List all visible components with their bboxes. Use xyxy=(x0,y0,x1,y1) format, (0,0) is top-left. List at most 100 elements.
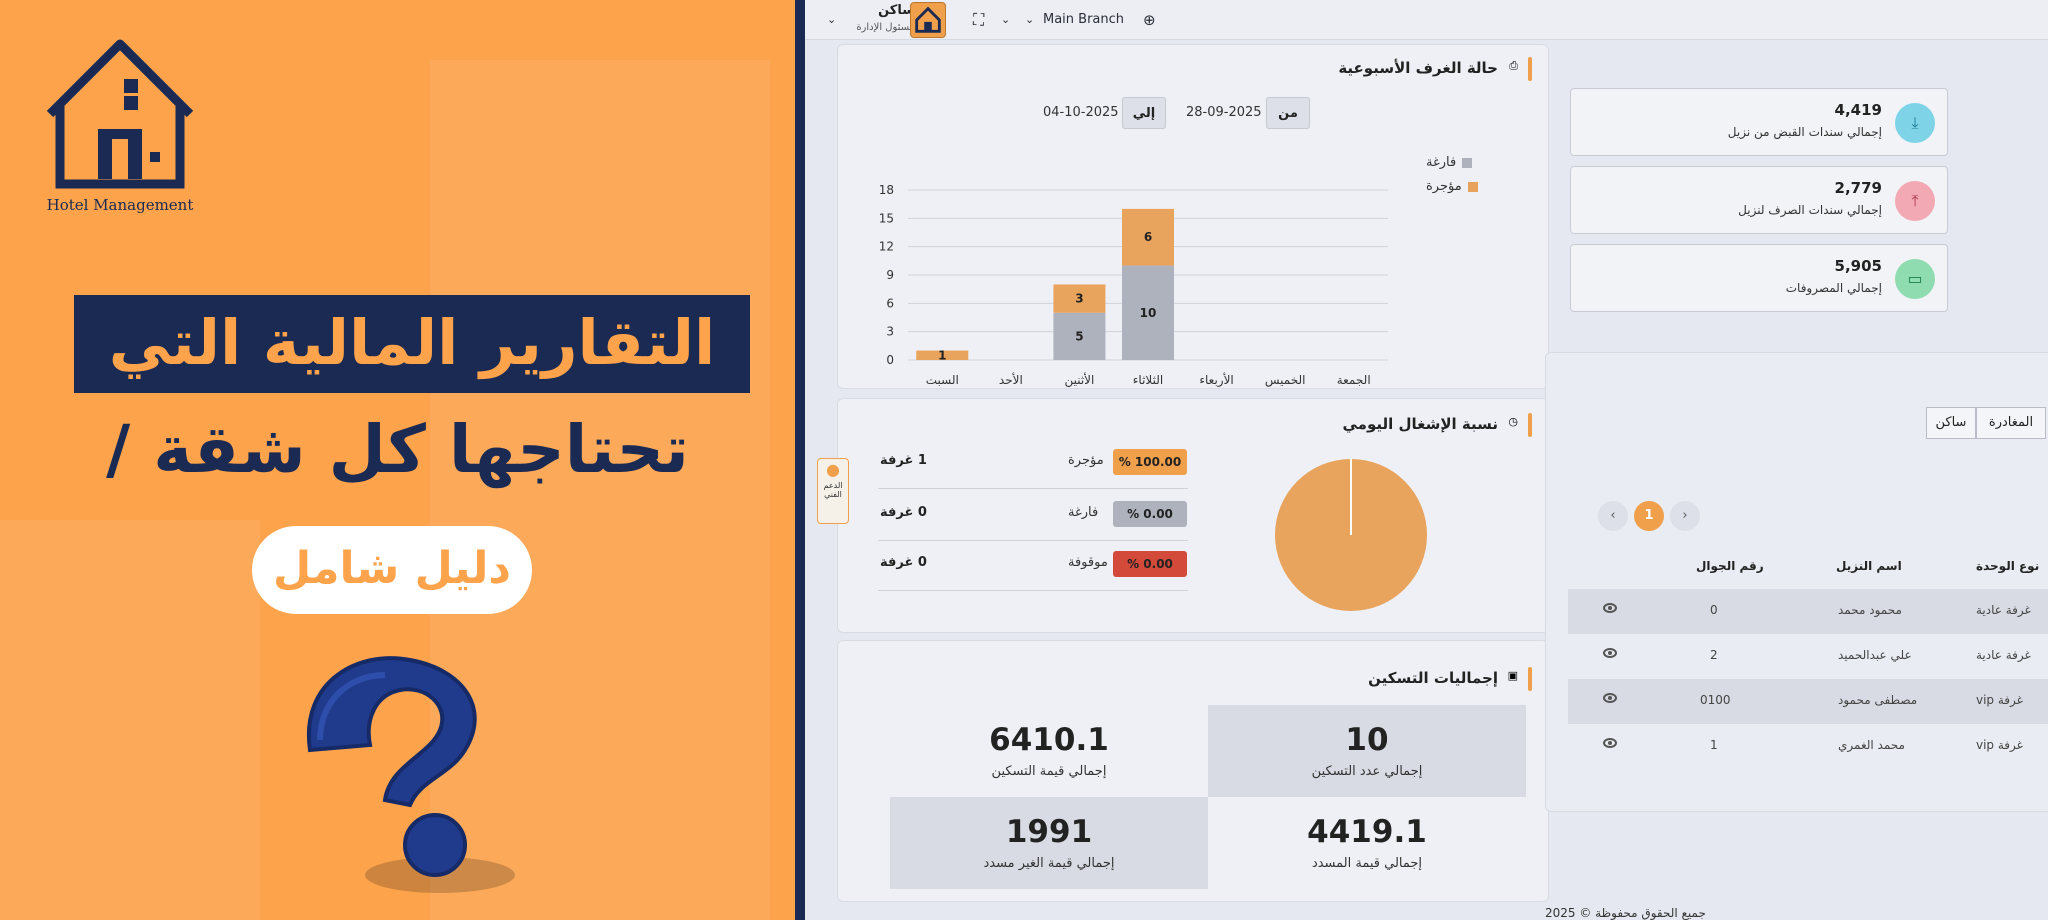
table-row[interactable]: غرفة vip مصطفى محمود 0100 xyxy=(1568,679,2048,724)
cell-phone: 1 xyxy=(1710,738,1718,752)
cell-guest: محمود محمد xyxy=(1838,603,1902,617)
y-tick-label: 0 xyxy=(886,353,894,367)
bar-rented xyxy=(916,350,969,360)
table-row[interactable]: غرفة عادية علي عبدالحميد 2 xyxy=(1568,634,2048,679)
occupancy-row: 0 غرفة فارغة % 0.00 xyxy=(878,491,1188,541)
table-row[interactable]: غرفة عادية محمود محمد 0 xyxy=(1568,589,2048,634)
promo-title-line1: التقارير المالية التي xyxy=(108,306,716,379)
page-current[interactable]: 1 xyxy=(1634,501,1664,531)
panel-divider xyxy=(795,0,805,920)
bar-vacant xyxy=(1122,265,1174,360)
print-icon[interactable]: ⎙ xyxy=(1509,59,1518,72)
top-bar: ⌄ ساكن مسئول الإدارة ⛶ ⌄ ⌄ Main Branch ⊕ xyxy=(805,0,2048,40)
prev-page-button[interactable]: ‹ xyxy=(1598,501,1628,531)
cell-phone: 0100 xyxy=(1700,693,1731,707)
weekly-rooms-title: حالة الغرف الأسبوعية xyxy=(1338,59,1498,77)
total-label: إجمالي قيمة التسكين xyxy=(991,764,1107,779)
from-date-value[interactable]: 28-09-2025 xyxy=(1186,105,1262,120)
support-label: الدعم الفني xyxy=(823,481,843,499)
x-tick-label: السبت xyxy=(926,373,959,387)
occupancy-row: 1 غرفة مؤجرة % 100.00 xyxy=(878,439,1188,489)
upload-icon: ⤒ xyxy=(1895,181,1935,221)
y-tick-label: 6 xyxy=(886,296,894,310)
from-date-button[interactable]: من xyxy=(1266,97,1310,129)
title-accent xyxy=(1528,57,1532,81)
total-cell: 6410.1 إجمالي قيمة التسكين xyxy=(890,705,1208,797)
user-role: مسئول الإدارة xyxy=(856,22,915,33)
daily-occupancy-card: نسبة الإشغال اليومي ◷ 1 غرفة مؤجرة % 100… xyxy=(837,398,1549,633)
occupancy-row: 0 غرفة موقوفة % 0.00 xyxy=(878,541,1188,591)
y-tick-label: 9 xyxy=(886,268,894,282)
cell-phone: 2 xyxy=(1710,648,1718,662)
eye-icon[interactable] xyxy=(1603,648,1617,658)
eye-icon[interactable] xyxy=(1603,738,1617,748)
to-date-button[interactable]: إلي xyxy=(1122,97,1166,129)
stat-receipts: 4,419 إجمالي سندات القبض من نزيل ⤓ xyxy=(1570,88,1948,156)
user-name: ساكن xyxy=(878,3,915,18)
table-row[interactable]: غرفة vip محمد الغمري 1 xyxy=(1568,724,2048,769)
col-guest-name: اسم النزيل xyxy=(1836,559,1902,573)
bar-label-rented: 3 xyxy=(1075,292,1083,306)
cell-phone: 0 xyxy=(1710,603,1718,617)
col-unit-type: نوع الوحدة xyxy=(1976,559,2040,573)
housing-totals-card: إجماليات التسكين ▣ 10 إجمالي عدد التسكين… xyxy=(837,640,1549,902)
bar-label-vacant: 10 xyxy=(1140,306,1157,320)
x-tick-label: الأربعاء xyxy=(1199,372,1233,388)
stat-expenses: 5,905 إجمالي المصروفات ▭ xyxy=(1570,244,1948,312)
tab-departure[interactable]: المغادرة xyxy=(1976,407,2046,439)
chevron-down-icon[interactable]: ⌄ xyxy=(1025,13,1035,26)
occupancy-percent-badge: % 100.00 xyxy=(1113,449,1187,475)
col-phone: رقم الجوال xyxy=(1696,559,1764,573)
bar-vacant xyxy=(1053,312,1106,360)
bar-label-rented: 6 xyxy=(1144,230,1152,244)
clock-icon: ◷ xyxy=(1508,415,1518,428)
occupancy-percent-badge: % 0.00 xyxy=(1113,501,1187,527)
to-date-value[interactable]: 04-10-2025 xyxy=(1043,105,1119,120)
title-accent xyxy=(1528,413,1532,437)
x-tick-label: الجمعة xyxy=(1337,373,1371,387)
bar-label-rented: 1 xyxy=(938,348,946,362)
totals-title: إجماليات التسكين xyxy=(1368,669,1498,687)
eye-icon[interactable] xyxy=(1603,693,1617,703)
download-icon: ⤓ xyxy=(1895,103,1935,143)
chevron-down-icon[interactable]: ⌄ xyxy=(1001,13,1011,26)
background-building xyxy=(0,520,260,920)
occupancy-label: موقوفة xyxy=(1068,555,1108,570)
bar-rented xyxy=(1053,284,1106,313)
user-avatar[interactable] xyxy=(910,2,946,38)
total-label: إجمالي عدد التسكين xyxy=(1311,764,1423,779)
next-page-button[interactable]: › xyxy=(1670,501,1700,531)
stat-value: 4,419 xyxy=(1834,101,1882,119)
total-label: إجمالي قيمة المسدد xyxy=(1311,856,1423,871)
y-tick-label: 3 xyxy=(886,325,894,339)
x-tick-label: الأثنين xyxy=(1064,372,1094,388)
total-label: إجمالي قيمة الغير مسدد xyxy=(983,856,1115,871)
tab-resident[interactable]: ساكن xyxy=(1926,407,1976,439)
occupancy-rooms: 0 غرفة xyxy=(880,555,927,570)
branch-selector[interactable]: Main Branch xyxy=(1043,12,1125,27)
occupancy-percent-badge: % 0.00 xyxy=(1113,551,1187,577)
chevron-down-icon[interactable]: ⌄ xyxy=(827,13,837,26)
support-tab[interactable]: ● الدعم الفني xyxy=(817,458,849,524)
stat-payments: 2,779 إجمالي سندات الصرف لنزيل ⤒ xyxy=(1570,166,1948,234)
fullscreen-icon[interactable]: ⛶ xyxy=(973,10,985,29)
weekly-bar-chart: 0 3 6 9 12 15 18 السبت 1 الأحد الأثنين 5 3 الثلاثاء 10… xyxy=(879,183,1388,388)
x-tick-label: الثلاثاء xyxy=(1133,373,1163,387)
support-person-icon: ● xyxy=(826,460,840,479)
legend-vacant-label: فارغة xyxy=(1426,155,1457,170)
eye-icon[interactable] xyxy=(1603,603,1617,613)
user-block[interactable]: ساكن مسئول الإدارة xyxy=(855,2,915,36)
title-banner xyxy=(74,295,750,393)
money-icon: ▭ xyxy=(1895,259,1935,299)
cell-guest: علي عبدالحميد xyxy=(1838,648,1912,662)
cell-unit: غرفة vip xyxy=(1976,738,2023,752)
y-tick-label: 15 xyxy=(879,211,894,225)
cell-guest: مصطفى محمود xyxy=(1838,693,1918,707)
bar-label-vacant: 5 xyxy=(1075,329,1083,343)
globe-icon[interactable]: ⊕ xyxy=(1143,11,1156,29)
occupancy-pie-chart xyxy=(1275,459,1427,611)
guide-pill: دليل شامل xyxy=(252,526,532,614)
logo-text: Hotel Management xyxy=(46,196,194,214)
legend-rented-label: مؤجرة xyxy=(1426,179,1462,194)
archive-icon: ▣ xyxy=(1507,669,1518,682)
